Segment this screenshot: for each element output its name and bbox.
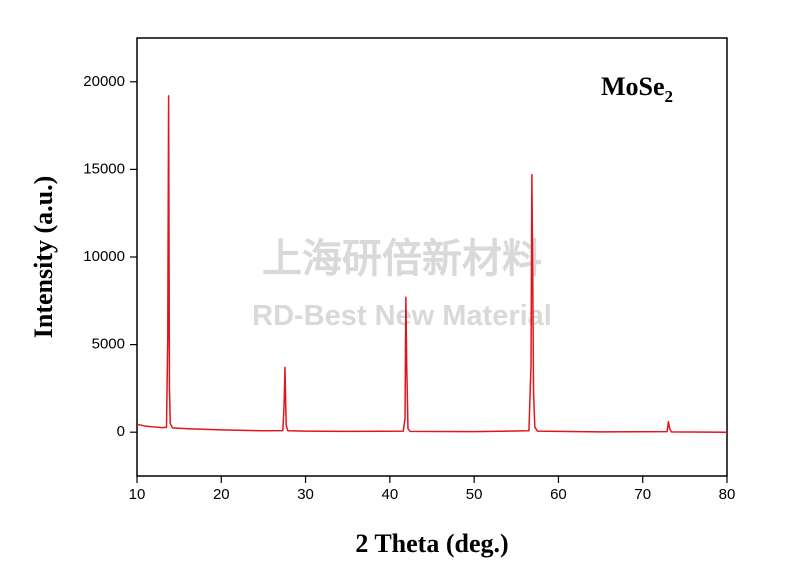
y-tick-label: 0 [117,423,125,440]
annotation-subscript: 2 [665,87,674,106]
x-tick-label: 40 [382,486,399,503]
x-axis-label: 2 Theta (deg.) [355,529,508,558]
y-tick-label: 20000 [83,73,125,90]
x-tick-label: 10 [129,486,146,503]
watermark: RD-Best New Material [252,300,552,332]
x-tick-label: 50 [466,486,483,503]
x-tick-label: 80 [719,486,736,503]
x-tick-label: 70 [634,486,651,503]
annotation-text: MoSe [601,72,665,101]
watermark: 上海研倍新材料 [262,237,542,281]
y-tick-label: 10000 [83,248,125,265]
y-tick-label: 5000 [92,336,125,353]
x-tick-label: 20 [213,486,230,503]
annotation: MoSe2 [601,72,673,106]
data-line [136,95,728,433]
x-tick-label: 30 [297,486,314,503]
y-tick-label: 15000 [83,160,125,177]
y-axis-label: Intensity (a.u.) [29,176,58,339]
x-tick-label: 60 [550,486,567,503]
